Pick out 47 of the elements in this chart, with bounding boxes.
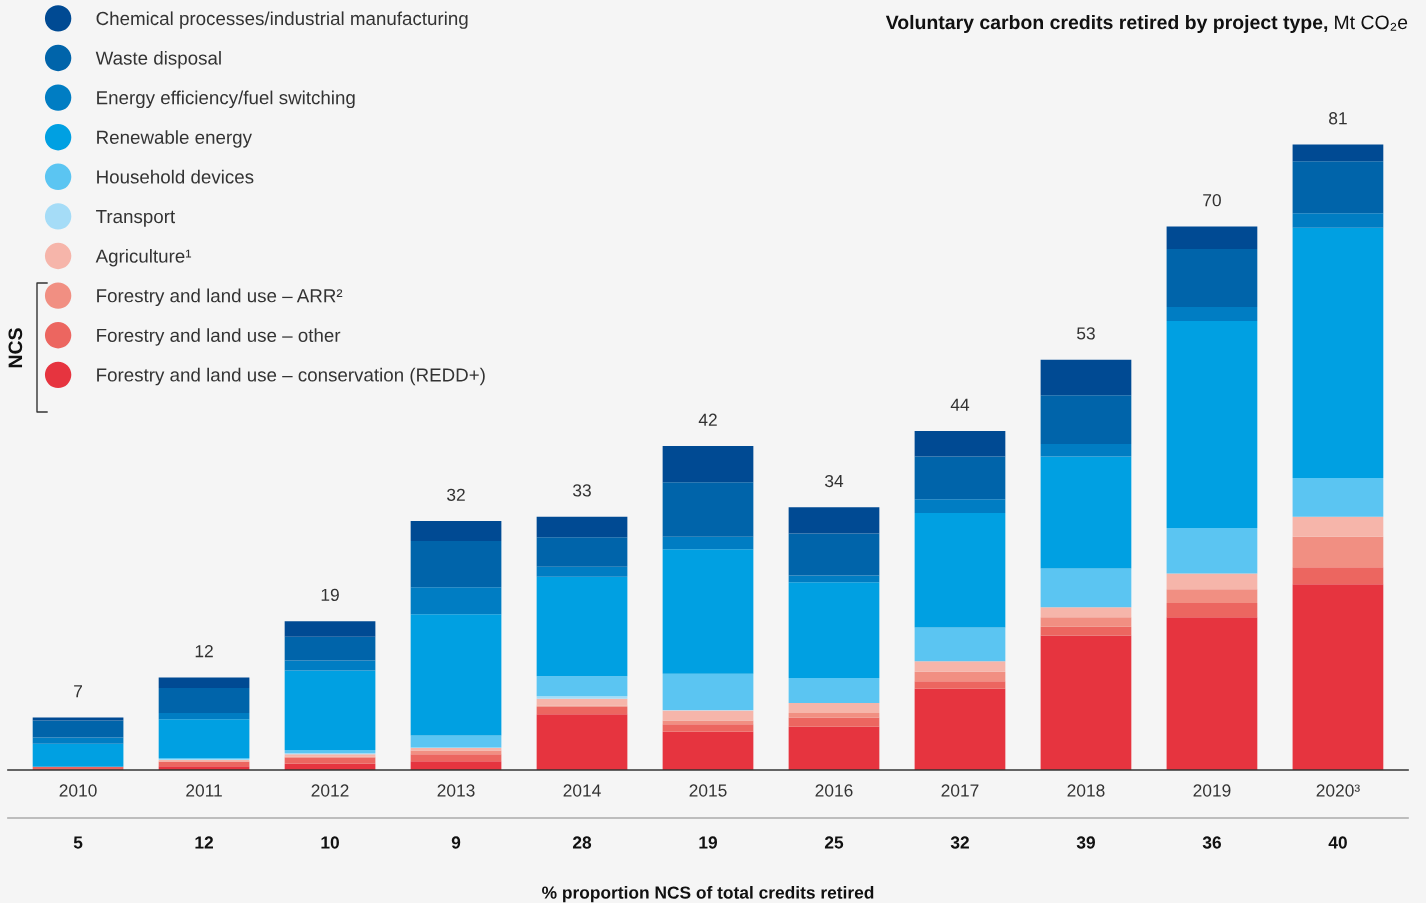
- legend-label: Forestry and land use – ARR²: [97, 288, 343, 307]
- legend-label: Energy efficiency/fuel switching: [97, 90, 355, 109]
- x-tick-label: 2015: [689, 784, 727, 797]
- data-label: 5: [73, 836, 83, 849]
- annotation: 53: [1077, 327, 1095, 340]
- annotation: 34: [825, 474, 844, 488]
- x-tick-label: 2019: [1193, 784, 1231, 797]
- annotation: 12: [195, 645, 213, 658]
- x-tick-label: 2018: [1067, 784, 1105, 797]
- annotation: 44: [950, 398, 970, 411]
- data-label: 36: [1202, 836, 1221, 849]
- legend-label: Forestry and land use – conservation (REDD+): [97, 367, 485, 386]
- data-label: 10: [321, 836, 339, 849]
- x-tick-label: 2014: [563, 784, 601, 797]
- x-tick-label: 2016: [815, 784, 853, 797]
- data-label: 12: [195, 836, 213, 849]
- annotation: 7: [74, 685, 83, 698]
- chart-title: Voluntary carbon credits retired by project type,: [885, 14, 1328, 34]
- data-label: 39: [1076, 836, 1095, 849]
- annotation: 33: [573, 484, 591, 497]
- annotation: 32: [447, 488, 465, 501]
- legend-label: Chemical processes/industrial manufacturing: [96, 11, 468, 29]
- annotation: 42: [698, 413, 717, 426]
- x-tick-label: 2011: [186, 784, 222, 797]
- legend-label: Forestry and land use – other: [97, 328, 341, 346]
- x-tick-label: 2013: [437, 784, 475, 797]
- legend-label: Transport: [96, 210, 176, 227]
- data-label: 25: [824, 836, 844, 849]
- legend-label: Agriculture¹: [95, 249, 192, 267]
- text: % proportion NCS of total credits retired: [542, 885, 874, 903]
- legend-label: Renewable energy: [97, 130, 252, 148]
- x-tick-label: 2017: [941, 784, 979, 797]
- x-tick-label: 2012: [311, 784, 349, 797]
- x-tick-label: 2010: [59, 784, 97, 797]
- annotation: NCS: [8, 328, 23, 368]
- annotation: 19: [321, 588, 339, 602]
- data-label: 9: [451, 836, 461, 849]
- legend-label: Waste disposal: [95, 50, 221, 69]
- annotation: 81: [1329, 112, 1347, 125]
- data-label: 40: [1328, 836, 1347, 849]
- annotation: 70: [1203, 194, 1221, 207]
- x-tick-label: 2020³: [1316, 784, 1360, 797]
- data-label: 28: [572, 836, 592, 849]
- chart-subtitle: Mt CO₂e: [1335, 15, 1408, 31]
- data-label: 19: [699, 836, 718, 849]
- data-label: 32: [950, 836, 969, 849]
- legend-label: Household devices: [97, 169, 254, 184]
